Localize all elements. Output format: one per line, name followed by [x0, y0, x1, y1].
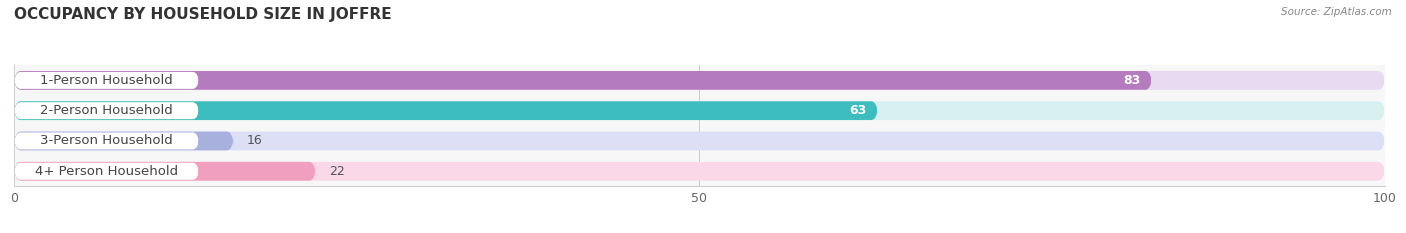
Text: 63: 63 — [849, 104, 866, 117]
FancyBboxPatch shape — [14, 72, 198, 89]
Text: 3-Person Household: 3-Person Household — [41, 134, 173, 147]
FancyBboxPatch shape — [14, 163, 198, 180]
Text: 4+ Person Household: 4+ Person Household — [35, 165, 179, 178]
Text: 83: 83 — [1123, 74, 1140, 87]
Text: Source: ZipAtlas.com: Source: ZipAtlas.com — [1281, 7, 1392, 17]
Text: 16: 16 — [247, 134, 263, 147]
FancyBboxPatch shape — [14, 162, 1385, 181]
Text: 1-Person Household: 1-Person Household — [41, 74, 173, 87]
FancyBboxPatch shape — [14, 132, 233, 150]
Text: OCCUPANCY BY HOUSEHOLD SIZE IN JOFFRE: OCCUPANCY BY HOUSEHOLD SIZE IN JOFFRE — [14, 7, 392, 22]
FancyBboxPatch shape — [14, 101, 1385, 120]
FancyBboxPatch shape — [14, 101, 877, 120]
FancyBboxPatch shape — [14, 102, 198, 119]
Text: 2-Person Household: 2-Person Household — [41, 104, 173, 117]
FancyBboxPatch shape — [14, 132, 1385, 150]
FancyBboxPatch shape — [14, 133, 198, 149]
Text: 22: 22 — [329, 165, 344, 178]
FancyBboxPatch shape — [14, 162, 315, 181]
FancyBboxPatch shape — [14, 71, 1385, 90]
FancyBboxPatch shape — [14, 71, 1152, 90]
